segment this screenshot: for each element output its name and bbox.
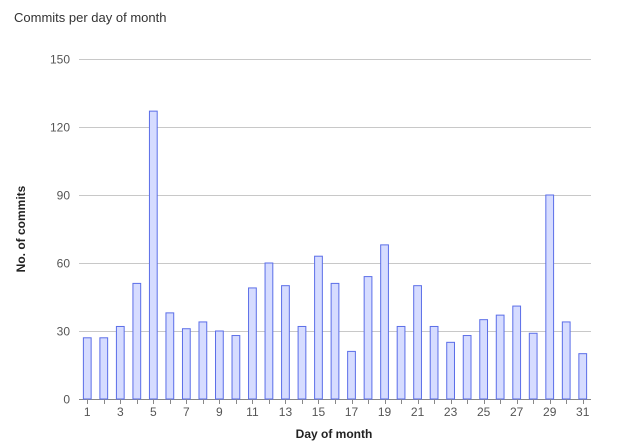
bar bbox=[330, 282, 340, 400]
bar bbox=[396, 325, 406, 400]
bar bbox=[561, 321, 571, 400]
bar bbox=[148, 110, 158, 400]
bar bbox=[181, 328, 191, 400]
x-tick-label: 3 bbox=[117, 405, 124, 419]
bar bbox=[264, 262, 274, 400]
x-tick-label: 31 bbox=[576, 405, 590, 419]
bar bbox=[314, 255, 323, 400]
x-tick-label: 5 bbox=[150, 405, 157, 419]
y-tick-label: 90 bbox=[57, 189, 71, 203]
x-axis-label: Day of month bbox=[296, 427, 373, 441]
bar bbox=[281, 285, 290, 400]
y-tick-label: 150 bbox=[50, 53, 70, 67]
x-tick-label: 1 bbox=[84, 405, 91, 419]
bar bbox=[82, 337, 92, 400]
bar bbox=[248, 287, 257, 400]
x-tick-label: 9 bbox=[216, 405, 223, 419]
bar bbox=[479, 319, 489, 400]
bar bbox=[165, 312, 175, 400]
x-tick-label: 19 bbox=[378, 405, 392, 419]
bar bbox=[115, 325, 125, 400]
x-tick-label: 21 bbox=[411, 405, 425, 419]
x-tick-label: 27 bbox=[510, 405, 524, 419]
y-tick-label: 30 bbox=[57, 325, 71, 339]
bar bbox=[462, 335, 472, 400]
bar bbox=[545, 194, 555, 400]
bar bbox=[528, 332, 538, 400]
bar bbox=[198, 321, 208, 400]
x-tick-label: 13 bbox=[279, 405, 293, 419]
x-tick-label: 17 bbox=[345, 405, 359, 419]
y-tick-label: 60 bbox=[57, 257, 71, 271]
y-tick-label: 0 bbox=[63, 393, 70, 407]
bar bbox=[132, 282, 142, 400]
bar bbox=[446, 341, 455, 400]
bar bbox=[347, 350, 356, 400]
bar bbox=[231, 335, 241, 400]
bar bbox=[429, 325, 439, 400]
x-tick-label: 7 bbox=[183, 405, 190, 419]
x-tick-label: 25 bbox=[477, 405, 491, 419]
bar bbox=[380, 244, 389, 400]
x-tick-label: 23 bbox=[444, 405, 458, 419]
x-tick-label: 29 bbox=[543, 405, 557, 419]
y-axis-label: No. of commits bbox=[14, 185, 28, 272]
chart-title: Commits per day of month bbox=[14, 10, 167, 25]
y-tick-label: 120 bbox=[50, 121, 70, 135]
bar bbox=[495, 314, 505, 400]
bar bbox=[578, 353, 588, 400]
bar bbox=[215, 330, 224, 400]
x-tick-label: 15 bbox=[312, 405, 326, 419]
bar bbox=[99, 337, 109, 400]
x-tick-label: 11 bbox=[246, 405, 259, 419]
y-axis-tick-labels: 0 30 60 90 120 150 bbox=[50, 53, 70, 407]
bar bbox=[413, 285, 422, 400]
bars bbox=[82, 110, 588, 400]
bar bbox=[363, 276, 373, 400]
bar bbox=[297, 325, 307, 400]
bar bbox=[512, 305, 522, 400]
x-axis: 1 3 5 7 9 11 13 15 17 19 21 23 25 27 29 31 bbox=[84, 399, 590, 419]
